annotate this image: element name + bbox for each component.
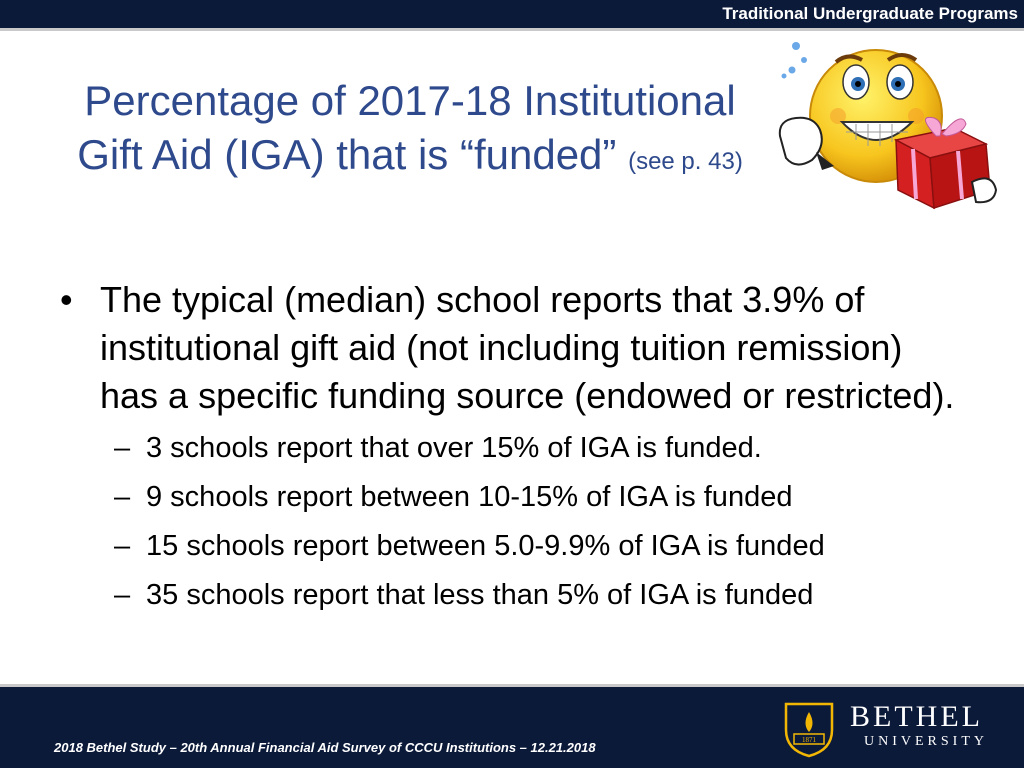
slide-body: • The typical (median) school reports th…: [60, 276, 960, 620]
sub-bullet: – 15 schools report between 5.0-9.9% of …: [114, 530, 825, 562]
logo-wordmark: BETHEL: [850, 700, 983, 733]
title-note: (see p. 43): [628, 148, 743, 175]
sub-bullet: – 35 schools report that less than 5% of…: [114, 579, 814, 611]
bethel-shield-icon: 1871: [784, 702, 834, 758]
sub-bullet-text: 3 schools report that over 15% of IGA is…: [146, 432, 762, 464]
slide-title: Percentage of 2017-18 Institutional Gift…: [60, 74, 760, 189]
bullet-dot: •: [60, 279, 73, 320]
sub-bullet-text: 35 schools report that less than 5% of I…: [146, 579, 814, 611]
header-divider: [0, 28, 1024, 31]
header-bar: Traditional Undergraduate Programs: [0, 0, 1024, 28]
footer-divider: [0, 684, 1024, 687]
logo-subtitle: UNIVERSITY: [864, 734, 988, 749]
footer-citation: 2018 Bethel Study – 20th Annual Financia…: [54, 740, 596, 755]
main-bullet-text: The typical (median) school reports that…: [100, 279, 955, 416]
main-bullet: • The typical (median) school reports th…: [60, 276, 960, 420]
sub-bullet-text: 15 schools report between 5.0-9.9% of IG…: [146, 530, 825, 562]
bethel-university-logo: 1871 BETHEL UNIVERSITY: [782, 700, 1014, 758]
footer-bar: 2018 Bethel Study – 20th Annual Financia…: [0, 684, 1024, 768]
sub-bullet-list: – 3 schools report that over 15% of IGA …: [60, 424, 960, 620]
title-main: Percentage of 2017-18 Institutional Gift…: [77, 77, 736, 178]
program-label: Traditional Undergraduate Programs: [722, 4, 1018, 23]
sub-bullet: – 9 schools report between 10-15% of IGA…: [114, 481, 793, 513]
sub-bullet: – 3 schools report that over 15% of IGA …: [114, 432, 762, 464]
svg-text:1871: 1871: [802, 736, 817, 744]
sub-bullet-text: 9 schools report between 10-15% of IGA i…: [146, 481, 793, 513]
excited-smiley-with-gift-icon: [778, 42, 998, 210]
